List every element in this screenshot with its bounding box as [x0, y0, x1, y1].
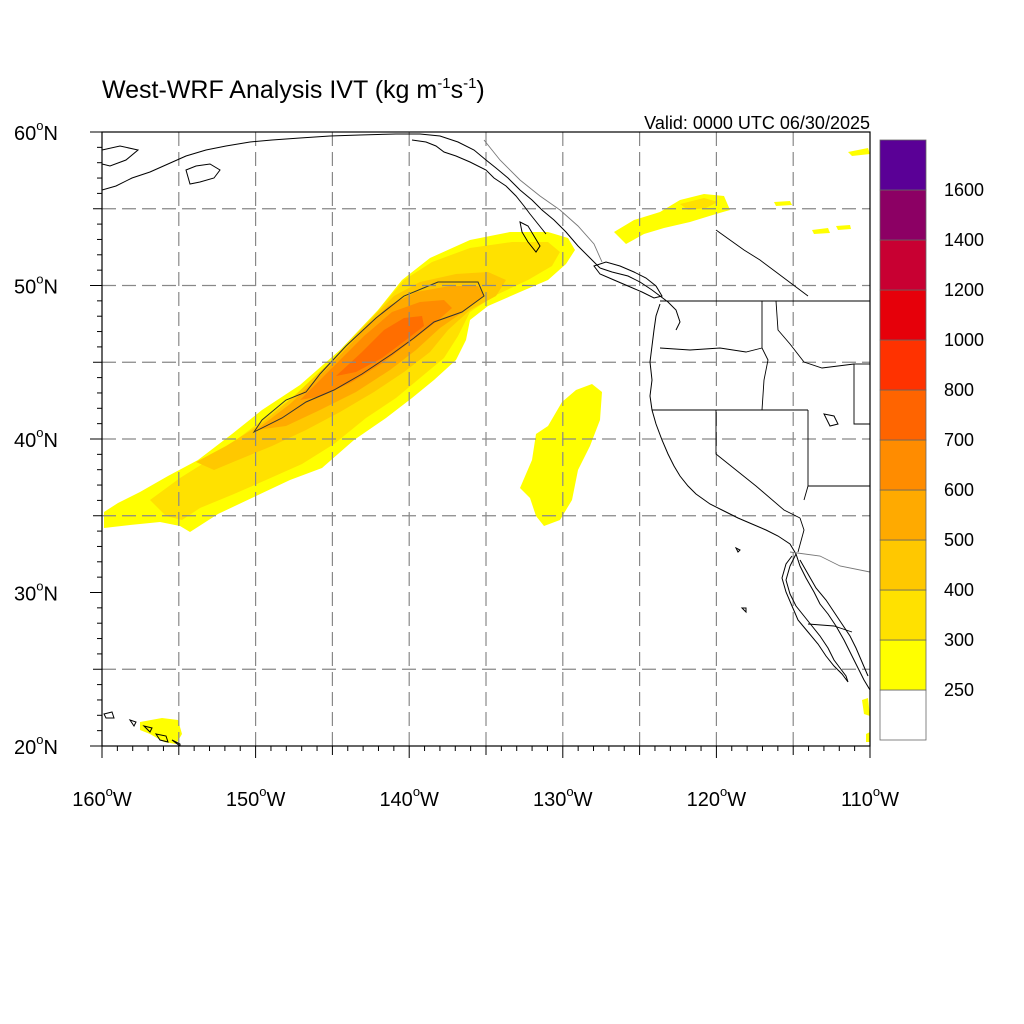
lon-label: 140oW	[379, 784, 439, 811]
colorbar-box	[879, 389, 927, 441]
colorbar-label: 400	[944, 580, 974, 600]
coastlines	[102, 133, 870, 746]
lat-label: 30oN	[14, 579, 58, 606]
ivt-contour-700	[336, 316, 424, 376]
colorbar-box	[879, 289, 927, 341]
lon-label: 120oW	[687, 784, 747, 811]
political-borders	[483, 139, 870, 633]
colorbar-label: 300	[944, 630, 974, 650]
colorbar-label: 800	[944, 380, 974, 400]
lon-label: 130oW	[533, 784, 593, 811]
colorbar-box	[879, 489, 927, 541]
colorbar-box	[879, 139, 927, 191]
colorbar-box	[879, 339, 927, 391]
colorbar-box	[879, 689, 927, 741]
colorbar-label: 250	[944, 680, 974, 700]
colorbar-box	[879, 439, 927, 491]
lon-labels: 160oW 150oW 140oW 130oW 120oW 110oW	[72, 784, 899, 811]
axis-ticks	[90, 131, 871, 758]
colorbar-label: 600	[944, 480, 974, 500]
lat-label: 50oN	[14, 272, 58, 299]
colorbar-label: 700	[944, 430, 974, 450]
grid-lines	[102, 132, 870, 746]
colorbar: 250 300 400 500 600 700 800 1000 1200 1400 1600	[879, 139, 984, 741]
lat-label: 20oN	[14, 732, 58, 759]
colorbar-label: 1200	[944, 280, 984, 300]
figure-title: West-WRF Analysis IVT (kg m-1s-1)	[102, 75, 485, 104]
colorbar-box	[879, 639, 927, 691]
colorbar-label: 1400	[944, 230, 984, 250]
valid-time: Valid: 0000 UTC 06/30/2025	[644, 113, 870, 133]
colorbar-box	[879, 189, 927, 241]
lat-label: 40oN	[14, 425, 58, 452]
lon-label: 110oW	[841, 784, 899, 811]
ivt-shading	[104, 148, 870, 744]
ivt-lobe-south	[520, 384, 602, 526]
colorbar-box	[879, 589, 927, 641]
lat-labels: 60oN 50oN 40oN 30oN 20oN	[14, 118, 58, 759]
colorbar-box	[879, 239, 927, 291]
colorbar-label: 1600	[944, 180, 984, 200]
ivt-max-contour	[252, 281, 485, 434]
lon-label: 150oW	[226, 784, 286, 811]
colorbar-box	[879, 539, 927, 591]
lon-label: 160oW	[72, 784, 132, 811]
colorbar-label: 500	[944, 530, 974, 550]
colorbar-label: 1000	[944, 330, 984, 350]
ivt-patch-hawaii	[140, 718, 182, 744]
lat-label: 60oN	[14, 118, 58, 145]
